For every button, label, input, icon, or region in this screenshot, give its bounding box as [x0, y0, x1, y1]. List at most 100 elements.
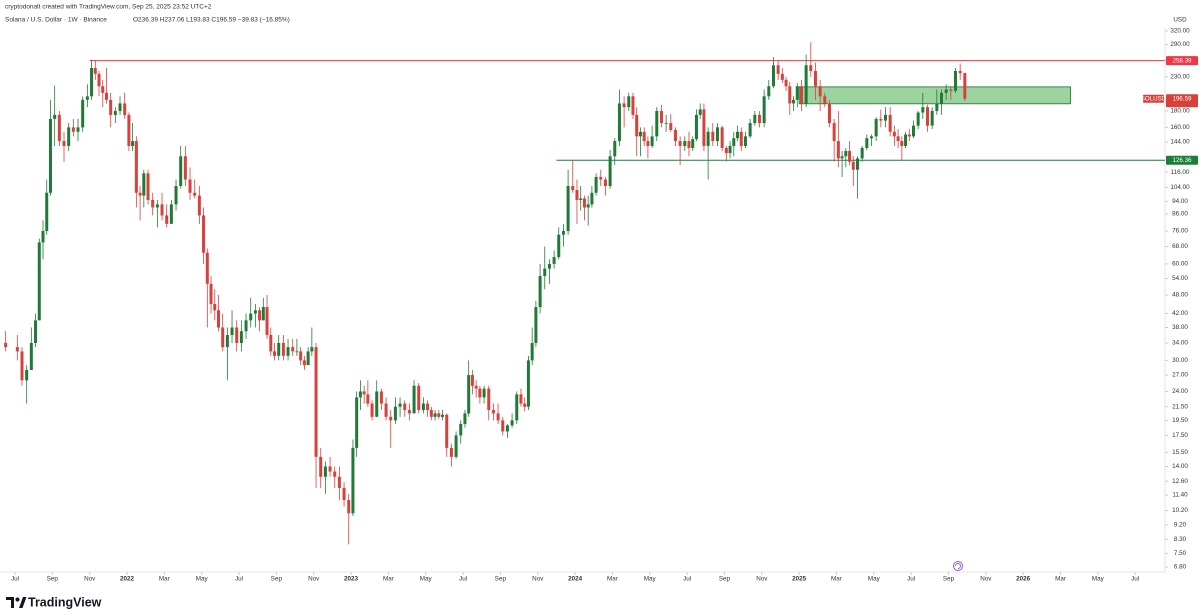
- candle-body: [138, 192, 142, 196]
- candle-body: [351, 447, 355, 514]
- candle-body: [757, 114, 761, 124]
- candle-body: [795, 86, 799, 100]
- candle-body: [41, 230, 45, 243]
- candle-body: [715, 127, 719, 142]
- candle-body: [384, 403, 388, 417]
- candle-body: [445, 414, 449, 448]
- candle-body: [687, 141, 691, 148]
- logo-mark: [6, 597, 14, 608]
- candle-body: [711, 131, 715, 142]
- candle-body: [561, 230, 565, 235]
- candle-body: [230, 327, 234, 336]
- candle-body: [804, 65, 808, 104]
- candle-body: [85, 96, 89, 100]
- candle-body: [188, 179, 192, 193]
- y-tick-label: 10.20: [1172, 507, 1188, 514]
- currency: USD: [1173, 17, 1187, 24]
- x-tick-label: May: [644, 576, 657, 583]
- candle-body: [487, 388, 491, 411]
- candle-body: [421, 403, 425, 411]
- candle-body: [142, 173, 146, 196]
- candle-body: [25, 369, 29, 381]
- price-tags: 258.39 126.36 SOLUSD 196.59: [1141, 56, 1198, 165]
- candle-body: [613, 141, 617, 157]
- x-tick-label: Jul: [1131, 576, 1139, 583]
- x-tick-label: Mar: [1055, 576, 1066, 583]
- y-tick-label: 17.50: [1172, 432, 1188, 439]
- candle-body: [788, 86, 792, 104]
- candle-body: [631, 96, 635, 115]
- candle-body: [883, 114, 887, 121]
- candle-body: [840, 156, 844, 159]
- candle-body: [217, 310, 221, 328]
- candle-body: [799, 86, 803, 104]
- candle-body: [916, 112, 920, 126]
- y-tick-label: 21.50: [1172, 403, 1188, 410]
- x-tick-label: Nov: [980, 576, 992, 583]
- x-tick-label: Sep: [495, 576, 507, 583]
- candle-body: [347, 500, 351, 514]
- candle-body: [375, 391, 379, 417]
- candle-body: [342, 487, 346, 501]
- candle-body: [767, 86, 771, 97]
- candle-body: [501, 420, 505, 432]
- x-tick-label: Sep: [271, 576, 283, 583]
- candle-body: [286, 347, 290, 356]
- candle-body: [590, 192, 594, 205]
- x-tick-label: 2022: [120, 576, 135, 583]
- candle-body: [771, 65, 775, 87]
- x-tick-label: 2023: [344, 576, 359, 583]
- candle-body: [874, 118, 878, 137]
- candle-body: [454, 435, 458, 457]
- candle-body: [780, 73, 784, 80]
- y-tick-label: 14.00: [1172, 463, 1188, 470]
- plot: 320.00290.00260.00230.00180.00160.00144.…: [4, 28, 1190, 583]
- candle-body: [53, 114, 57, 119]
- candle-body: [67, 127, 71, 146]
- candle-body: [892, 131, 896, 137]
- candle-body: [239, 331, 243, 343]
- candle-body: [165, 215, 169, 224]
- candle-body: [706, 131, 710, 146]
- candle-body: [146, 173, 150, 200]
- candle-body: [449, 447, 453, 457]
- candle-body: [174, 185, 178, 205]
- x-tick-label: Nov: [308, 576, 320, 583]
- candle-body: [809, 65, 813, 71]
- candle-body: [441, 414, 445, 417]
- y-tick-label: 42.00: [1172, 310, 1188, 317]
- x-tick-label: Jul: [459, 576, 467, 583]
- candle-body: [739, 131, 743, 146]
- candle-body: [48, 118, 52, 193]
- x-tick-label: Jul: [235, 576, 243, 583]
- candle-body: [818, 86, 822, 97]
- y-tick-label: 6.80: [1174, 564, 1187, 571]
- candle-body: [57, 114, 61, 142]
- candle-body: [90, 68, 94, 97]
- x-tick-label: May: [196, 576, 209, 583]
- x-tick-label: May: [868, 576, 881, 583]
- candle-body: [860, 147, 864, 159]
- candle-body: [732, 138, 736, 146]
- candle-body: [244, 320, 248, 332]
- y-tick-label: 12.60: [1172, 478, 1188, 485]
- event-icon[interactable]: [953, 561, 963, 571]
- candle-body: [323, 466, 327, 477]
- candle-body: [848, 151, 852, 162]
- candle-body: [515, 394, 519, 421]
- candle-body: [197, 195, 201, 216]
- candle-body: [225, 335, 229, 348]
- candle-body: [935, 103, 939, 111]
- candle-body: [81, 99, 85, 128]
- candle-body: [523, 403, 527, 407]
- candle-body: [571, 185, 575, 191]
- candle-body: [261, 307, 265, 321]
- candle-body: [939, 92, 943, 104]
- candle-body: [896, 136, 900, 142]
- candle-body: [478, 388, 482, 398]
- x-tick-label: Sep: [719, 576, 731, 583]
- candle-body: [398, 403, 402, 407]
- logo-mark: [19, 597, 27, 608]
- candle-body: [869, 136, 873, 139]
- symbol: Solana / U.S. Dollar · 1W · Binance: [5, 17, 107, 24]
